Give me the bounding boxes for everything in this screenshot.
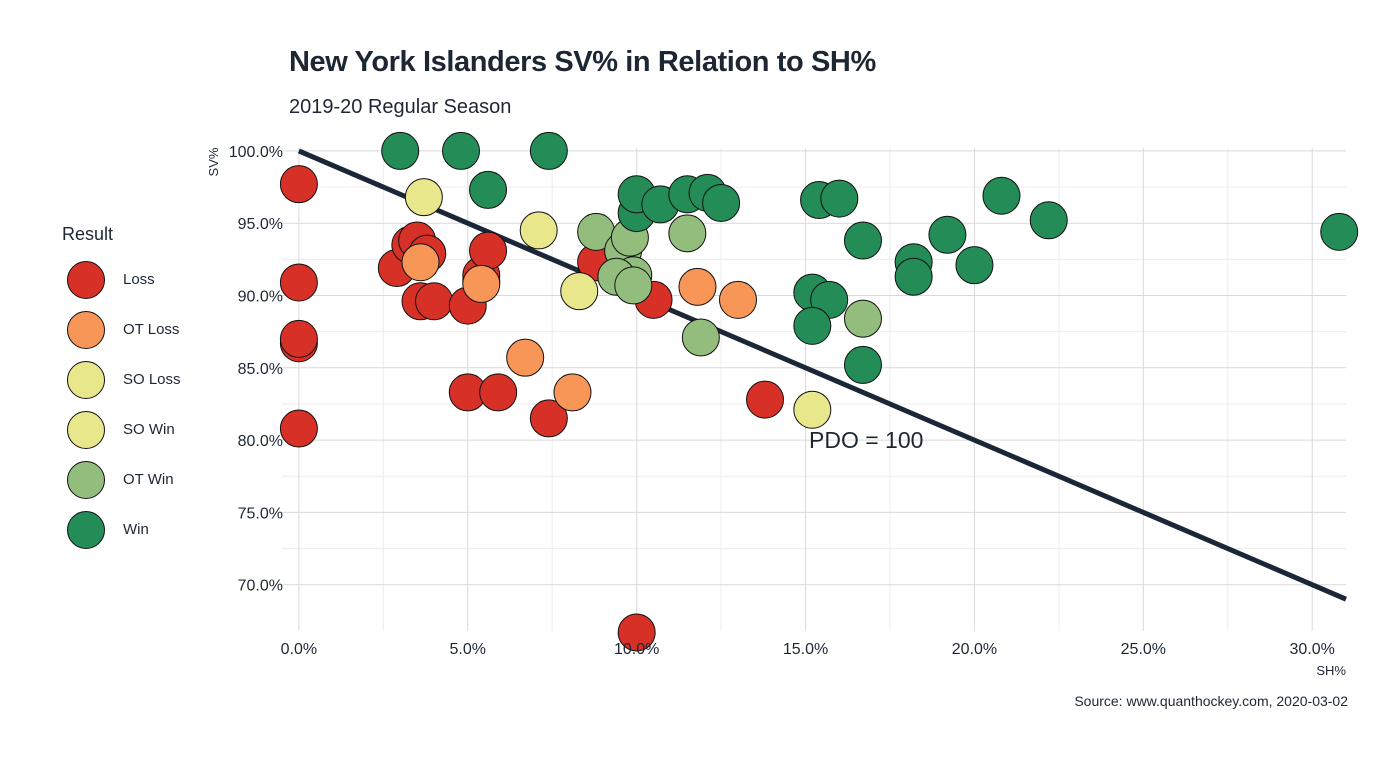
legend-item: Win xyxy=(62,509,222,553)
x-tick-label: 25.0% xyxy=(1121,641,1166,658)
legend-swatch xyxy=(67,261,105,299)
x-tick-label: 20.0% xyxy=(952,641,997,658)
y-tick-label: 75.0% xyxy=(238,505,283,522)
point-loss xyxy=(279,319,318,358)
point-win xyxy=(843,221,882,260)
point-so-win xyxy=(793,390,832,429)
legend-swatch xyxy=(67,511,105,549)
legend-label: Loss xyxy=(123,271,155,288)
point-ot-loss xyxy=(401,243,440,282)
point-win xyxy=(702,183,741,222)
point-ot-loss xyxy=(506,338,545,377)
axes: 0.0% 5.0% 10.0% 15.0% 20.0% 25.0% 30.0% 70.0% 75… xyxy=(206,144,1346,678)
x-tick-label: 30.0% xyxy=(1290,641,1335,658)
x-tick-label: 5.0% xyxy=(450,641,486,658)
pdo-100-line xyxy=(297,148,1347,602)
y-tick-label: 95.0% xyxy=(238,216,283,233)
legend-label: Win xyxy=(123,521,149,538)
point-ot-loss xyxy=(553,373,592,412)
legend-swatch xyxy=(67,461,105,499)
point-so-loss xyxy=(560,272,599,311)
point-loss xyxy=(279,165,318,204)
point-win xyxy=(894,257,933,296)
point-win xyxy=(955,246,994,285)
y-tick-label: 70.0% xyxy=(238,578,283,595)
point-ot-win xyxy=(614,266,653,305)
point-ot-win xyxy=(681,318,720,357)
grid-lines xyxy=(282,148,1346,631)
point-win xyxy=(469,170,508,209)
point-win xyxy=(1320,212,1359,251)
y-tick-label: 100.0% xyxy=(229,144,283,161)
legend-swatch xyxy=(67,361,105,399)
legend-swatch xyxy=(67,311,105,349)
point-win xyxy=(381,131,420,170)
point-win xyxy=(1029,201,1068,240)
point-loss xyxy=(279,263,318,302)
point-win xyxy=(529,131,568,170)
point-ot-loss xyxy=(719,280,757,319)
legend-label: OT Loss xyxy=(123,321,180,338)
point-ot-win xyxy=(668,214,707,253)
legend: Result Loss OT Loss SO Loss SO Win OT Win Win xyxy=(62,224,222,549)
point-ot-loss xyxy=(678,267,717,306)
chart-subtitle: 2019-20 Regular Season xyxy=(289,96,512,118)
legend-swatch xyxy=(67,411,105,449)
data-points: PDO = 100 xyxy=(279,131,1359,652)
y-axis-title: SV% xyxy=(206,147,221,176)
x-axis-title: SH% xyxy=(1316,663,1346,678)
point-loss xyxy=(529,399,568,438)
legend-item: SO Loss xyxy=(62,359,222,403)
legend-item: OT Loss xyxy=(62,309,222,353)
point-loss xyxy=(617,613,656,652)
x-tick-label: 10.0% xyxy=(614,641,659,658)
source-note: Source: www.quanthockey.com, 2020-03-02 xyxy=(1074,693,1348,709)
point-loss xyxy=(415,282,453,321)
reference-line xyxy=(297,148,1347,602)
point-loss xyxy=(479,373,518,412)
legend-item: SO Win xyxy=(62,409,222,453)
legend-label: SO Win xyxy=(123,421,175,438)
point-ot-win xyxy=(843,299,882,338)
point-so-loss xyxy=(519,211,558,250)
point-win xyxy=(928,215,967,254)
point-ot-loss xyxy=(462,264,501,303)
legend-label: OT Win xyxy=(123,471,174,488)
legend-label: SO Loss xyxy=(123,371,181,388)
point-win xyxy=(820,179,859,218)
pdo-annotation: PDO = 100 xyxy=(809,427,923,453)
point-loss xyxy=(746,380,785,419)
x-tick-label: 0.0% xyxy=(281,641,317,658)
point-win xyxy=(793,306,832,345)
point-win xyxy=(442,131,481,170)
chart-title: New York Islanders SV% in Relation to SH… xyxy=(289,46,876,78)
point-loss xyxy=(469,231,508,270)
x-tick-label: 15.0% xyxy=(783,641,828,658)
y-tick-label: 85.0% xyxy=(238,361,283,378)
point-loss xyxy=(279,409,318,448)
legend-title: Result xyxy=(62,224,114,244)
y-tick-label: 80.0% xyxy=(238,433,283,450)
point-win xyxy=(843,345,882,384)
point-so-loss xyxy=(404,178,443,217)
legend-item: Loss xyxy=(62,259,222,303)
point-win xyxy=(982,176,1021,215)
legend-item: OT Win xyxy=(62,459,222,503)
y-tick-label: 90.0% xyxy=(238,289,283,306)
